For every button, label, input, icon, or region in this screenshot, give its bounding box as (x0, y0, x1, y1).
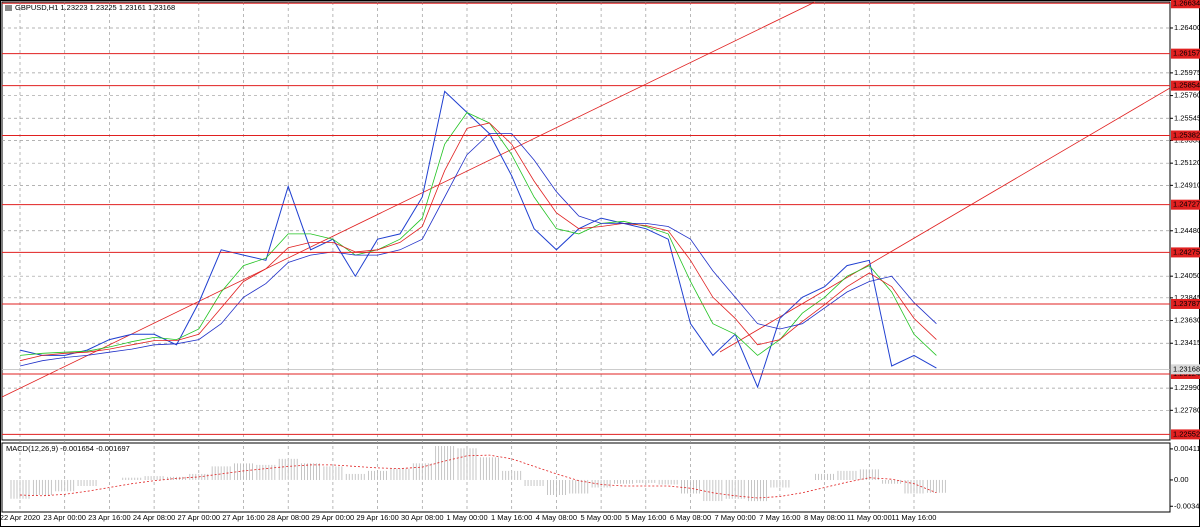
x-tick-label: 23 Apr 16:00 (88, 513, 131, 522)
level-label: 1.24727 (1173, 200, 1200, 209)
macd-panel (1, 442, 1171, 513)
x-tick-label: 29 Apr 00:00 (312, 513, 355, 522)
level-label-box (1171, 429, 1200, 440)
current-price-box (1171, 364, 1200, 375)
level-label: 1.25382 (1173, 130, 1200, 139)
y-tick-label: 1.25545 (1174, 113, 1200, 122)
moving-average (19, 133, 937, 367)
y-tick-label: 1.24050 (1174, 271, 1200, 280)
level-label: 1.26157 (1173, 49, 1200, 58)
x-tick-label: 28 Apr 08:00 (267, 513, 310, 522)
y-tick-label: 1.24910 (1174, 180, 1200, 189)
macd-title: MACD(12,26,9) -0.001654 -0.001697 (6, 444, 130, 453)
level-label: 1.23787 (1173, 299, 1200, 308)
y-tick-label: 1.25760 (1174, 91, 1200, 100)
y-tick-label: 1.25975 (1174, 68, 1200, 77)
y-tick-label: 1.25120 (1174, 158, 1200, 167)
x-tick-label: 27 Apr 00:00 (178, 513, 221, 522)
y-tick-label: 1.22990 (1174, 383, 1200, 392)
level-label: 1.22552 (1173, 429, 1200, 438)
level-label-box (1171, 199, 1200, 210)
moving-average (19, 122, 937, 362)
x-tick-label: 1 May 00:00 (446, 513, 487, 522)
moving-average (19, 111, 937, 356)
x-tick-label: 5 May 00:00 (580, 513, 621, 522)
x-tick-label: 1 May 16:00 (491, 513, 532, 522)
macd-signal (19, 454, 937, 499)
x-tick-label: 5 May 16:00 (625, 513, 666, 522)
y-tick-label: 1.22780 (1174, 405, 1200, 414)
y-tick-label: 1.26400 (1174, 23, 1200, 32)
level-label: 1.25854 (1173, 81, 1200, 90)
x-tick-label: 4 May 08:00 (536, 513, 577, 522)
x-tick-label: 24 Apr 08:00 (133, 513, 176, 522)
y-tick-label: 0.00 (1174, 475, 1189, 484)
x-tick-label: 7 May 00:00 (715, 513, 756, 522)
y-tick-label: -0.00349 (1174, 501, 1200, 510)
chart-title: GBPUSD,H1 1.23223 1.23225 1.23161 1.2316… (15, 3, 175, 12)
x-tick-label: 8 May 08:00 (804, 513, 845, 522)
level-label-box (1171, 48, 1200, 59)
x-tick-label: 30 Apr 08:00 (401, 513, 444, 522)
level-label-box (1171, 247, 1200, 258)
x-tick-label: 22 Apr 2020 (0, 513, 40, 522)
x-tick-label: 23 Apr 00:00 (43, 513, 86, 522)
current-price-label: 1.23168 (1173, 364, 1200, 373)
y-tick-label: 1.23415 (1174, 338, 1200, 347)
trendline (719, 87, 1171, 353)
level-label: 1.24275 (1173, 247, 1200, 256)
level-label-box (1171, 80, 1200, 91)
level-label-box (1171, 130, 1200, 141)
price-panel (1, 1, 1171, 441)
x-tick-label: 27 Apr 16:00 (222, 513, 265, 522)
symbol-icon (5, 5, 12, 11)
level-label-box (1171, 0, 1200, 9)
y-tick-label: 1.23630 (1174, 316, 1200, 325)
level-label-box (1171, 298, 1200, 309)
y-tick-label: 0.004116 (1174, 444, 1200, 453)
y-tick-label: 1.24480 (1174, 226, 1200, 235)
x-tick-label: 7 May 16:00 (759, 513, 800, 522)
marks (10, 90, 946, 502)
y-tick-label: 1.23845 (1174, 293, 1200, 302)
x-tick-label: 11 May 00:00 (847, 513, 892, 522)
x-tick-label: 6 May 08:00 (670, 513, 711, 522)
x-tick-label: 29 Apr 16:00 (356, 513, 399, 522)
x-tick-label: 11 May 16:00 (892, 513, 937, 522)
level-label: 1.26634 (1173, 0, 1200, 7)
trendline (1, 1, 816, 398)
price-line (19, 90, 937, 389)
